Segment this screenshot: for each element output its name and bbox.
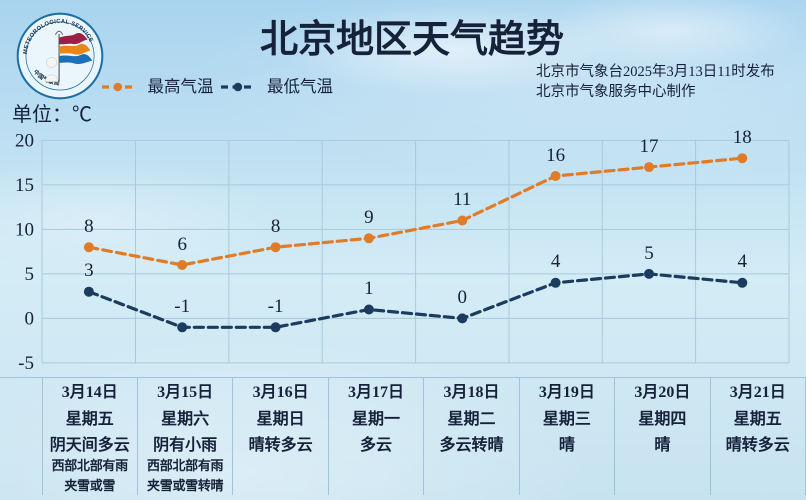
svg-text:6: 6 <box>177 234 187 255</box>
svg-text:5: 5 <box>25 264 35 285</box>
svg-text:8: 8 <box>84 216 94 237</box>
svg-text:11: 11 <box>453 189 471 210</box>
svg-text:17: 17 <box>640 136 659 157</box>
svg-text:1: 1 <box>364 278 374 299</box>
svg-text:-1: -1 <box>174 296 190 317</box>
svg-text:15: 15 <box>15 175 34 196</box>
svg-text:4: 4 <box>738 251 748 272</box>
svg-text:10: 10 <box>15 220 34 241</box>
svg-text:4: 4 <box>551 251 561 272</box>
svg-text:-1: -1 <box>268 296 284 317</box>
svg-text:18: 18 <box>733 127 752 148</box>
svg-text:-5: -5 <box>18 353 34 374</box>
svg-text:0: 0 <box>458 287 468 308</box>
svg-text:3: 3 <box>84 260 94 281</box>
svg-text:5: 5 <box>644 243 654 264</box>
svg-text:8: 8 <box>271 216 281 237</box>
svg-text:9: 9 <box>364 207 374 228</box>
svg-text:16: 16 <box>546 145 565 166</box>
svg-text:20: 20 <box>15 131 34 152</box>
svg-text:0: 0 <box>25 309 35 330</box>
